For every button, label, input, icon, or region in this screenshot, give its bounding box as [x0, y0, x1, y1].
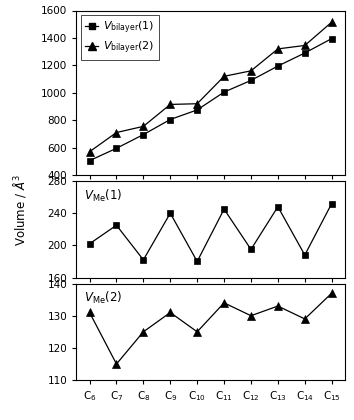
Text: $V_{\rm Me}$(2): $V_{\rm Me}$(2) — [84, 290, 122, 306]
Text: Volume / $\AA^3$: Volume / $\AA^3$ — [11, 174, 28, 246]
Legend: $V_{\rm bilayer}$(1), $V_{\rm bilayer}$(2): $V_{\rm bilayer}$(1), $V_{\rm bilayer}$(… — [81, 15, 159, 60]
Text: $V_{\rm Me}$(1): $V_{\rm Me}$(1) — [84, 188, 122, 204]
